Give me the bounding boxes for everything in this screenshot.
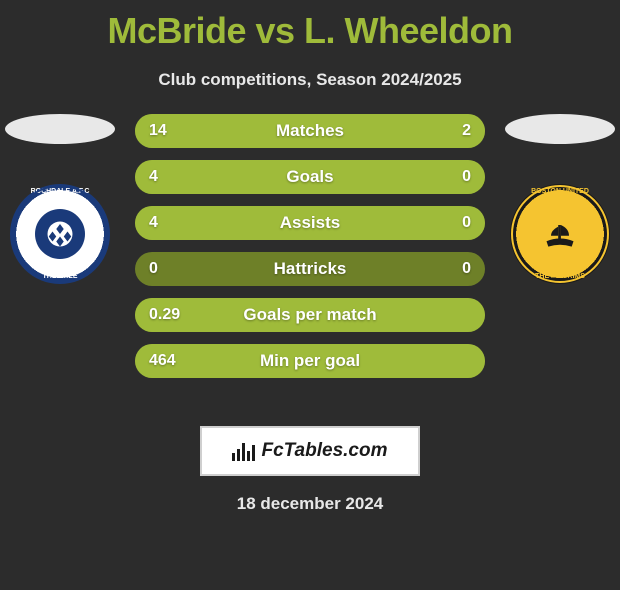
stat-row: 464Min per goal — [135, 344, 485, 378]
stat-row: 40Assists — [135, 206, 485, 240]
stat-row: 00Hattricks — [135, 252, 485, 286]
stat-label: Goals — [135, 160, 485, 194]
player-oval-right — [505, 114, 615, 144]
player-oval-left — [5, 114, 115, 144]
stat-label: Goals per match — [135, 298, 485, 332]
left-player-column: ROCHDALE A.F.C THE DALE — [0, 112, 120, 284]
stat-label: Matches — [135, 114, 485, 148]
crest-text-top: BOSTON UNITED — [510, 188, 610, 195]
stats-container: 142Matches 40Goals 40Assists 00Hattricks 0.2… — [135, 114, 485, 390]
stat-row: 40Goals — [135, 160, 485, 194]
ship-icon — [542, 216, 578, 252]
stat-label: Assists — [135, 206, 485, 240]
subtitle: Club competitions, Season 2024/2025 — [0, 70, 620, 90]
stat-row: 142Matches — [135, 114, 485, 148]
club-crest-right: BOSTON UNITED THE PILGRIMS — [510, 184, 610, 284]
brand-text: FcTables.com — [261, 440, 387, 462]
stat-row: 0.29Goals per match — [135, 298, 485, 332]
crest-text-top: ROCHDALE A.F.C — [10, 188, 110, 195]
brand-box[interactable]: FcTables.com — [200, 426, 420, 476]
crest-center-left — [35, 209, 85, 259]
crest-text-bottom: THE DALE — [10, 273, 110, 280]
club-crest-left: ROCHDALE A.F.C THE DALE — [10, 184, 110, 284]
stat-label: Hattricks — [135, 252, 485, 286]
crest-center-right — [535, 209, 585, 259]
football-icon — [45, 219, 75, 249]
brand-logo-icon — [232, 441, 255, 461]
date-label: 18 december 2024 — [0, 494, 620, 514]
page-title: McBride vs L. Wheeldon — [0, 10, 620, 52]
stat-label: Min per goal — [135, 344, 485, 378]
crest-text-bottom: THE PILGRIMS — [510, 273, 610, 280]
comparison-area: ROCHDALE A.F.C THE DALE BOSTON UNITED TH… — [0, 112, 620, 412]
right-player-column: BOSTON UNITED THE PILGRIMS — [500, 112, 620, 284]
